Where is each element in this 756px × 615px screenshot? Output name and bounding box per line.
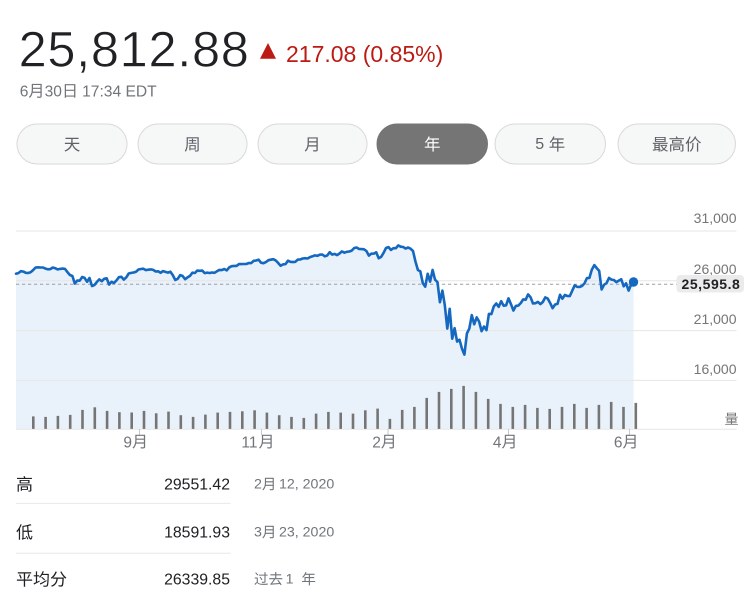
svg-text:21,000: 21,000 <box>694 311 737 327</box>
svg-text:25,595.8: 25,595.8 <box>682 276 741 292</box>
svg-text:12, 2020: 12, 2020 <box>279 477 334 493</box>
svg-text:16,000: 16,000 <box>694 361 737 377</box>
svg-text:26339.85: 26339.85 <box>164 572 230 589</box>
svg-text:25,812.88: 25,812.88 <box>19 20 250 77</box>
svg-text:217.08 (0.85%): 217.08 (0.85%) <box>286 41 443 67</box>
svg-text:3: 3 <box>254 525 262 541</box>
svg-text:11: 11 <box>241 434 257 451</box>
svg-text:29551.42: 29551.42 <box>164 477 230 494</box>
svg-text:1: 1 <box>286 572 294 588</box>
svg-text:23, 2020: 23, 2020 <box>279 525 334 541</box>
svg-text:9: 9 <box>123 434 132 451</box>
svg-text:17:34 EDT: 17:34 EDT <box>82 84 157 101</box>
svg-text:26,000: 26,000 <box>694 261 737 277</box>
svg-text:5: 5 <box>535 136 544 153</box>
svg-text:2: 2 <box>372 434 381 451</box>
svg-text:18591.93: 18591.93 <box>164 525 230 542</box>
svg-text:6: 6 <box>20 84 29 101</box>
svg-text:6: 6 <box>614 434 623 451</box>
svg-text:2: 2 <box>254 477 262 493</box>
svg-text:31,000: 31,000 <box>694 210 737 226</box>
svg-text:30: 30 <box>45 84 63 101</box>
svg-text:4: 4 <box>493 434 502 451</box>
